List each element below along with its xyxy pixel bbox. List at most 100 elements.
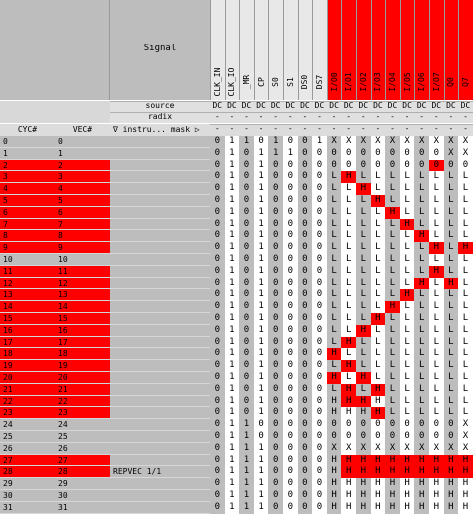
vector-value-cell[interactable]: 0 (239, 407, 254, 420)
vector-value-cell[interactable]: L (326, 383, 342, 396)
vector-value-cell[interactable]: 0 (283, 442, 298, 455)
vector-value-cell[interactable]: 0 (268, 395, 283, 408)
vector-value-cell[interactable]: 1 (268, 136, 283, 148)
vector-value-cell[interactable]: 0 (283, 195, 298, 207)
vector-value-cell[interactable]: H (326, 395, 342, 408)
vector-value-cell[interactable]: 1 (224, 431, 240, 443)
vector-value-cell[interactable]: L (443, 171, 459, 184)
vector-value-cell[interactable]: L (458, 383, 473, 396)
vector-value-cell[interactable]: L (370, 265, 386, 278)
vector-number[interactable]: 18 (55, 348, 110, 361)
vector-value-cell[interactable]: 0 (210, 454, 225, 467)
vector-value-cell[interactable]: 0 (210, 218, 225, 231)
vector-value-cell[interactable]: L (326, 313, 342, 325)
vector-value-cell[interactable]: H (399, 501, 415, 514)
vector-value-cell[interactable]: 0 (239, 277, 254, 290)
vector-value-cell[interactable]: L (429, 195, 444, 207)
vector-value-cell[interactable]: 0 (283, 348, 298, 361)
vector-value-cell[interactable]: L (458, 348, 473, 361)
vector-value-cell[interactable]: H (429, 490, 444, 502)
vector-value-cell[interactable]: L (443, 313, 459, 325)
vector-value-cell[interactable]: H (429, 501, 444, 514)
vector-value-cell[interactable]: 1 (283, 147, 298, 160)
instruction-cell[interactable] (110, 265, 210, 278)
vector-value-cell[interactable]: 0 (312, 407, 327, 420)
vector-value-cell[interactable]: L (326, 277, 342, 290)
vector-value-cell[interactable]: L (458, 407, 473, 420)
vector-value-cell[interactable]: 0 (239, 171, 254, 184)
vector-value-cell[interactable]: 1 (239, 466, 254, 479)
vector-value-cell[interactable]: 0 (283, 395, 298, 408)
cycle-number[interactable]: 31 (0, 501, 55, 514)
vector-value-cell[interactable]: L (443, 324, 459, 337)
vector-value-cell[interactable]: X (399, 442, 415, 455)
vector-value-cell[interactable]: 0 (210, 442, 225, 455)
vector-value-cell[interactable]: 0 (312, 254, 327, 266)
vector-value-cell[interactable]: L (356, 218, 371, 231)
cycle-number[interactable]: 5 (0, 195, 55, 207)
vector-value-cell[interactable]: 0 (341, 419, 356, 431)
vector-value-cell[interactable]: H (414, 478, 429, 490)
vector-value-cell[interactable]: 0 (268, 230, 283, 243)
vector-value-cell[interactable]: 1 (224, 206, 240, 219)
vector-value-cell[interactable]: 1 (224, 136, 240, 148)
vector-value-cell[interactable]: 1 (253, 147, 269, 160)
vector-value-cell[interactable]: 0 (210, 195, 225, 207)
vector-value-cell[interactable]: H (341, 395, 356, 408)
vector-value-cell[interactable]: X (385, 442, 400, 455)
vector-value-cell[interactable]: L (385, 372, 400, 384)
vector-value-cell[interactable]: L (429, 372, 444, 384)
vector-value-cell[interactable]: 0 (283, 159, 298, 172)
vector-value-cell[interactable]: 0 (312, 301, 327, 313)
cycle-number[interactable]: 28 (0, 466, 55, 479)
vector-value-cell[interactable]: L (399, 230, 415, 243)
vector-value-cell[interactable]: H (341, 466, 356, 479)
vector-value-cell[interactable]: 0 (297, 478, 313, 490)
vector-value-cell[interactable]: L (443, 265, 459, 278)
vector-value-cell[interactable]: 0 (399, 431, 415, 443)
vector-value-cell[interactable]: L (326, 289, 342, 302)
vector-value-cell[interactable]: 1 (224, 254, 240, 266)
vector-value-cell[interactable]: 0 (312, 206, 327, 219)
vector-value-cell[interactable]: 0 (399, 147, 415, 160)
vector-value-cell[interactable]: 0 (268, 301, 283, 313)
vector-value-cell[interactable]: L (341, 254, 356, 266)
vector-value-cell[interactable]: 0 (385, 419, 400, 431)
vector-value-cell[interactable]: 0 (297, 360, 313, 372)
vector-value-cell[interactable]: 0 (297, 324, 313, 337)
vector-value-cell[interactable]: L (458, 395, 473, 408)
vector-number[interactable]: 7 (55, 218, 110, 231)
vector-value-cell[interactable]: 1 (239, 454, 254, 467)
vector-number[interactable]: 29 (55, 478, 110, 490)
vector-value-cell[interactable]: L (443, 301, 459, 313)
cyc-header[interactable]: CYC# (0, 124, 55, 136)
vector-value-cell[interactable]: 1 (253, 324, 269, 337)
vector-number[interactable]: 6 (55, 206, 110, 219)
cycle-number[interactable]: 22 (0, 395, 55, 408)
vector-value-cell[interactable]: X (443, 147, 459, 160)
vector-number[interactable]: 19 (55, 360, 110, 372)
vector-value-cell[interactable]: L (385, 277, 400, 290)
vector-value-cell[interactable]: 0 (253, 419, 269, 431)
vector-value-cell[interactable]: 1 (224, 360, 240, 372)
instruction-cell[interactable] (110, 136, 210, 148)
vector-value-cell[interactable]: L (341, 195, 356, 207)
vector-value-cell[interactable]: H (429, 265, 444, 278)
vector-number[interactable]: 8 (55, 230, 110, 243)
vector-value-cell[interactable]: 0 (283, 431, 298, 443)
vector-value-cell[interactable]: 0 (283, 230, 298, 243)
instruction-cell[interactable] (110, 171, 210, 184)
vector-number[interactable]: 4 (55, 183, 110, 195)
vector-value-cell[interactable]: L (399, 171, 415, 184)
vector-value-cell[interactable]: H (341, 383, 356, 396)
vector-value-cell[interactable]: X (414, 136, 429, 148)
vector-value-cell[interactable]: 0 (283, 324, 298, 337)
vector-value-cell[interactable]: L (414, 265, 429, 278)
vector-value-cell[interactable]: L (370, 206, 386, 219)
vector-value-cell[interactable]: 1 (253, 454, 269, 467)
instruction-cell[interactable] (110, 230, 210, 243)
vector-value-cell[interactable]: H (326, 372, 342, 384)
instruction-cell[interactable] (110, 324, 210, 337)
vector-value-cell[interactable]: 0 (443, 431, 459, 443)
vector-value-cell[interactable]: 0 (283, 289, 298, 302)
